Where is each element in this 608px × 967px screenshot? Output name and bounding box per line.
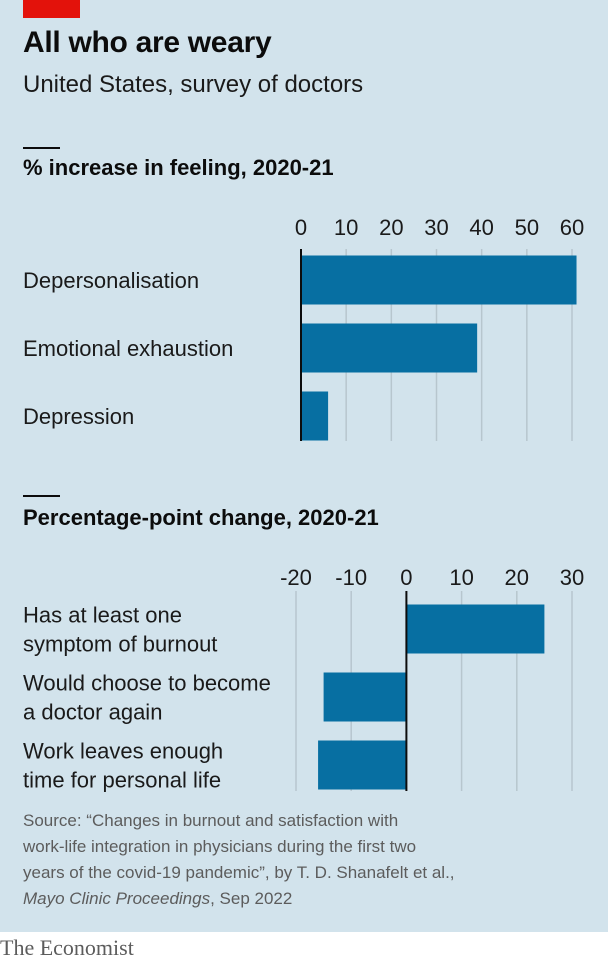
x-tick-label: 30 [424,215,448,240]
source-line-1: Source: “Changes in burnout and satisfac… [23,811,399,830]
chart-figure: All who are weary United States, survey … [0,0,608,932]
category-label: Has at least one [23,603,182,628]
brand-tag [23,0,80,18]
bar-2 [318,740,407,790]
bar-0 [406,604,545,654]
economist-logo: The Economist [0,935,134,960]
category-label: Would choose to become [23,671,271,696]
panel2-heading: Percentage-point change, 2020-21 [23,505,379,530]
chart-title: All who are weary [23,26,272,59]
x-tick-label: -20 [280,565,312,590]
bar-0 [301,255,577,305]
source-line-3: years of the covid-19 pandemic”, by T. D… [23,863,455,882]
x-tick-label: 60 [560,215,584,240]
x-tick-label: 20 [379,215,403,240]
chart-subtitle: United States, survey of doctors [23,71,364,98]
source-date: , Sep 2022 [210,889,293,908]
x-tick-label: 50 [515,215,539,240]
category-label: Work leaves enough [23,739,223,764]
bar-1 [323,672,407,722]
x-tick-label: 0 [295,215,307,240]
bar-1 [301,323,478,373]
x-tick-label: 20 [505,565,529,590]
x-tick-label: 0 [400,565,412,590]
panel1-rule [23,147,60,149]
category-label: Emotional exhaustion [23,336,233,361]
panel2-rule [23,495,60,497]
source-line-2: work-life integration in physicians duri… [23,837,417,856]
source-note: Source: “Changes in burnout and satisfac… [23,808,593,912]
category-label: Depression [23,404,134,429]
category-label: time for personal life [23,768,221,793]
x-tick-label: 10 [449,565,473,590]
category-label: symptom of burnout [23,632,217,657]
chart-2: -20 -10 0 10 20 30 Has at least one symptom of … [23,565,584,793]
panel1-heading: % increase in feeling, 2020-21 [23,155,334,180]
source-line-4: Mayo Clinic Proceedings, Sep 2022 [23,886,593,912]
x-tick-label: 10 [334,215,358,240]
chart-1: 0 10 20 30 40 50 60 Depersonalisation Emotional … [23,215,584,441]
source-journal: Mayo Clinic Proceedings [23,889,211,908]
category-label: Depersonalisation [23,268,199,293]
x-tick-label: 30 [560,565,584,590]
x-tick-label: -10 [335,565,367,590]
category-label: a doctor again [23,700,162,725]
x-tick-label: 40 [469,215,493,240]
bar-2 [301,391,329,441]
